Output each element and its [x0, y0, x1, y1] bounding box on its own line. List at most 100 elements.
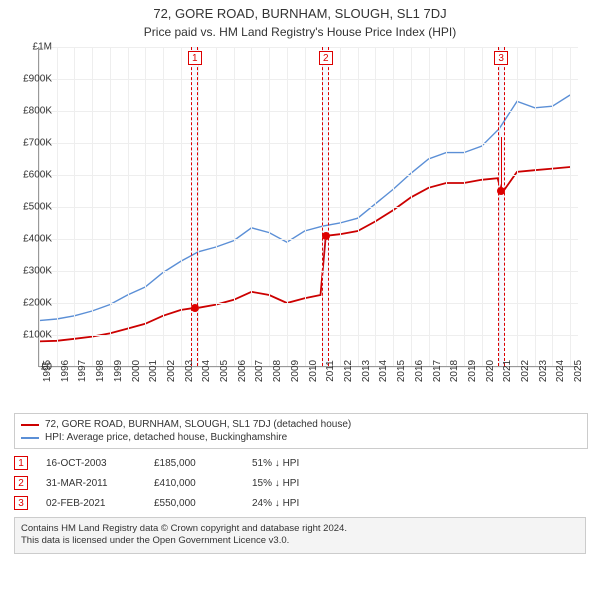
footer-line-2: This data is licensed under the Open Gov…: [21, 535, 579, 547]
x-tick-label: 2015: [396, 360, 407, 382]
transaction-row: 302-FEB-2021£550,00024% ↓ HPI: [14, 493, 586, 513]
event-band: [498, 47, 505, 366]
x-tick-label: 2013: [361, 360, 372, 382]
legend-swatch: [21, 424, 39, 426]
gridline-v: [446, 47, 447, 366]
gridline-v: [305, 47, 306, 366]
gridline-v: [198, 47, 199, 366]
x-tick-label: 2017: [432, 360, 443, 382]
event-marker-number: 2: [319, 51, 333, 65]
y-tick-label: £700K: [12, 138, 52, 149]
event-marker-number: 3: [494, 51, 508, 65]
x-tick-label: 2008: [272, 360, 283, 382]
transaction-diff: 15% ↓ HPI: [252, 478, 342, 489]
x-tick-label: 2009: [290, 360, 301, 382]
gridline-v: [411, 47, 412, 366]
x-tick-label: 2023: [538, 360, 549, 382]
event-band: [191, 47, 198, 366]
gridline-v: [251, 47, 252, 366]
x-tick-label: 2010: [308, 360, 319, 382]
transaction-diff: 51% ↓ HPI: [252, 458, 342, 469]
x-tick-label: 1998: [95, 360, 106, 382]
x-tick-label: 2006: [237, 360, 248, 382]
legend-box: 72, GORE ROAD, BURNHAM, SLOUGH, SL1 7DJ …: [14, 413, 588, 449]
x-tick-label: 2007: [254, 360, 265, 382]
transaction-price: £550,000: [154, 498, 234, 509]
gridline-v: [269, 47, 270, 366]
legend-row: 72, GORE ROAD, BURNHAM, SLOUGH, SL1 7DJ …: [21, 418, 581, 431]
transaction-row: 1 16-OCT-2003 £185,000 51% ↓ HPI: [14, 453, 586, 473]
plot-region: 1 2 3: [38, 47, 578, 367]
y-tick-label: £800K: [12, 106, 52, 117]
gridline-v: [393, 47, 394, 366]
x-tick-label: 2003: [184, 360, 195, 382]
transaction-date: 16-OCT-2003: [46, 458, 136, 469]
x-tick-label: 2016: [414, 360, 425, 382]
legend-row: HPI: Average price, detached house, Buck…: [21, 431, 581, 444]
x-tick-label: 2025: [573, 360, 584, 382]
gridline-v: [163, 47, 164, 366]
transaction-price: £410,000: [154, 478, 234, 489]
transaction-price: £185,000: [154, 458, 234, 469]
footer-attribution: Contains HM Land Registry data © Crown c…: [14, 517, 586, 554]
legend-label: HPI: Average price, detached house, Buck…: [45, 432, 287, 443]
x-tick-label: 1995: [42, 360, 53, 382]
event-dot: [191, 304, 199, 312]
gridline-v: [128, 47, 129, 366]
x-tick-label: 2020: [485, 360, 496, 382]
gridline-v: [234, 47, 235, 366]
x-tick-label: 2018: [449, 360, 460, 382]
gridline-v: [482, 47, 483, 366]
x-tick-label: 2004: [201, 360, 212, 382]
legend-label: 72, GORE ROAD, BURNHAM, SLOUGH, SL1 7DJ …: [45, 419, 351, 430]
y-tick-label: £900K: [12, 74, 52, 85]
x-tick-label: 1999: [113, 360, 124, 382]
x-tick-label: 2024: [555, 360, 566, 382]
gridline-v: [145, 47, 146, 366]
y-tick-label: £1M: [12, 42, 52, 53]
y-tick-label: £500K: [12, 202, 52, 213]
x-tick-label: 2005: [219, 360, 230, 382]
gridline-v: [464, 47, 465, 366]
gridline-v: [92, 47, 93, 366]
x-tick-label: 1997: [77, 360, 88, 382]
chart-title-address: 72, GORE ROAD, BURNHAM, SLOUGH, SL1 7DJ: [0, 0, 600, 21]
x-tick-label: 2012: [343, 360, 354, 382]
event-band: [322, 47, 329, 366]
y-tick-label: £100K: [12, 330, 52, 341]
x-tick-label: 2011: [325, 360, 336, 382]
gridline-v: [340, 47, 341, 366]
y-tick-label: £200K: [12, 298, 52, 309]
x-tick-label: 2000: [131, 360, 142, 382]
gridline-v: [535, 47, 536, 366]
x-tick-label: 2022: [520, 360, 531, 382]
gridline-v: [110, 47, 111, 366]
event-marker-number: 1: [188, 51, 202, 65]
gridline-v: [570, 47, 571, 366]
event-dot: [322, 232, 330, 240]
x-tick-label: 2014: [378, 360, 389, 382]
transaction-number: 3: [14, 496, 28, 510]
x-tick-label: 2002: [166, 360, 177, 382]
legend-swatch: [21, 437, 39, 439]
transaction-diff: 24% ↓ HPI: [252, 498, 342, 509]
x-tick-label: 1996: [60, 360, 71, 382]
gridline-v: [287, 47, 288, 366]
transactions-table: 1 16-OCT-2003 £185,000 51% ↓ HPI 2 31-MAR-201…: [14, 453, 586, 513]
event-drop-line: [501, 137, 502, 191]
gridline-v: [181, 47, 182, 366]
gridline-v: [216, 47, 217, 366]
footer-line-1: Contains HM Land Registry data © Crown c…: [21, 523, 579, 535]
chart-area: 123 £0£100K£200K£300K£400K£500K£600K£700…: [38, 47, 598, 407]
y-tick-label: £400K: [12, 234, 52, 245]
chart-title-desc: Price paid vs. HM Land Registry's House …: [0, 21, 600, 47]
gridline-v: [57, 47, 58, 366]
gridline-v: [552, 47, 553, 366]
transaction-date: 31-MAR-2011: [46, 478, 136, 489]
transaction-number: 1: [14, 456, 28, 470]
gridline-v: [358, 47, 359, 366]
transaction-number: 2: [14, 476, 28, 490]
gridline-v: [429, 47, 430, 366]
transaction-row: 2 31-MAR-2011 £410,000 15% ↓ HPI: [14, 473, 586, 493]
event-dot: [497, 187, 505, 195]
